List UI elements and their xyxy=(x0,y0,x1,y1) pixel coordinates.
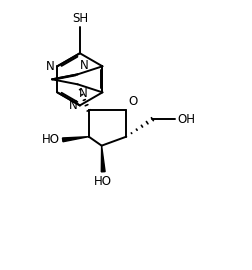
Text: HO: HO xyxy=(42,133,60,146)
Polygon shape xyxy=(101,146,105,172)
Text: O: O xyxy=(129,96,138,109)
Text: N: N xyxy=(80,59,88,72)
Text: OH: OH xyxy=(178,113,196,126)
Text: N: N xyxy=(46,60,55,73)
Polygon shape xyxy=(62,137,89,142)
Text: HO: HO xyxy=(94,175,112,188)
Text: SH: SH xyxy=(72,12,88,25)
Text: N: N xyxy=(69,99,77,112)
Text: N: N xyxy=(79,87,88,100)
